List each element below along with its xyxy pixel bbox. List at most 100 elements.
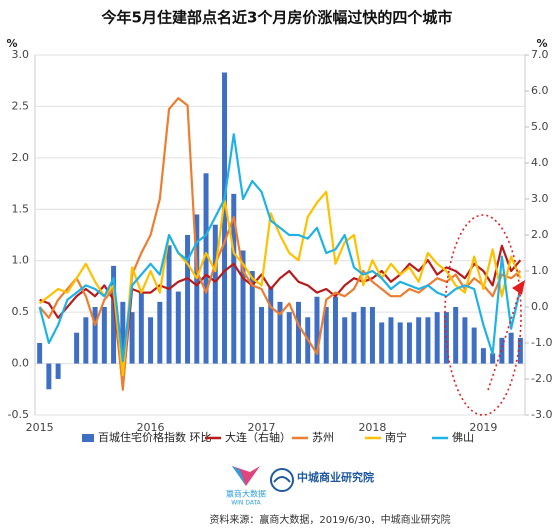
bar	[175, 291, 181, 364]
y-tick-label: 1.5	[12, 202, 30, 215]
bar	[166, 245, 172, 364]
y2-tick-label: -3.0	[531, 408, 552, 421]
bar	[388, 317, 394, 364]
bar	[295, 301, 301, 364]
legend-label: 大连（右轴）	[225, 430, 291, 444]
bar	[517, 337, 523, 364]
bar	[185, 235, 191, 364]
bar	[351, 312, 357, 364]
source-note: 资料来源：赢商大数据，2019/6/30，中城商业研究院	[209, 513, 450, 526]
legend-label: 南宁	[385, 430, 407, 444]
x-tick-label: 2016	[137, 421, 165, 434]
y-tick-label: 1.0	[12, 254, 30, 267]
bar	[379, 322, 385, 364]
y-tick-label: 0.5	[12, 305, 30, 318]
highlight-ellipse	[444, 214, 522, 416]
bar	[101, 307, 107, 364]
y2-tick-label: 6.0	[531, 84, 549, 97]
bar	[277, 301, 283, 364]
bar	[74, 332, 80, 364]
logo-institute: 中城商业研究院	[270, 468, 374, 492]
bar	[37, 343, 43, 364]
bar	[434, 312, 440, 364]
line-series	[38, 133, 522, 363]
x-tick-label: 2019	[469, 421, 497, 434]
bar	[259, 307, 265, 364]
highlight-arrow	[487, 289, 521, 391]
y-tick-label: 2.5	[12, 99, 30, 112]
bar	[249, 271, 255, 364]
bar	[480, 348, 486, 364]
chart-title: 今年5月住建部点名近3个月房价涨幅过快的四个城市	[101, 9, 453, 27]
bar	[240, 250, 246, 364]
bar	[129, 312, 135, 364]
bar	[111, 265, 117, 364]
bar	[462, 317, 468, 364]
bar	[286, 312, 292, 364]
bar	[406, 322, 412, 364]
y2-axis-title: %	[536, 37, 547, 50]
bar	[425, 317, 431, 364]
bar	[203, 173, 209, 364]
legend-label: 百城住宅价格指数 环比	[98, 430, 212, 444]
y-tick-label: 0.0	[12, 357, 30, 370]
y2-tick-label: 2.0	[531, 228, 549, 241]
legend-label: 佛山	[452, 431, 474, 444]
bar	[194, 214, 200, 364]
logo-windata: 赢商大数据 WIN DATA	[226, 466, 266, 507]
bar	[453, 307, 459, 364]
bar	[314, 296, 320, 364]
y2-tick-label: 4.0	[531, 156, 549, 169]
bar	[490, 353, 496, 364]
y-tick-label: 2.0	[12, 151, 30, 164]
y2-tick-label: 5.0	[531, 120, 549, 133]
bar	[231, 193, 237, 364]
bar	[508, 332, 514, 364]
bar	[138, 291, 144, 364]
x-tick-label: 2017	[248, 421, 276, 434]
y-axis-title: %	[6, 37, 17, 50]
legend-label: 苏州	[312, 431, 334, 444]
bar	[360, 307, 366, 364]
bar	[222, 72, 228, 364]
bar	[369, 307, 375, 364]
arrow-head	[512, 280, 525, 295]
y2-tick-label: 3.0	[531, 192, 549, 205]
logo-shape	[270, 468, 294, 492]
bar	[268, 286, 274, 364]
legend-swatch	[82, 434, 94, 442]
line-series	[38, 97, 522, 391]
bar	[148, 317, 154, 364]
bar	[471, 327, 477, 364]
y2-tick-label: 1.0	[531, 264, 549, 277]
bar	[46, 363, 52, 390]
bar	[157, 301, 163, 364]
x-tick-label: 2015	[26, 421, 54, 434]
logo-text: WIN DATA	[231, 500, 261, 507]
bar	[92, 307, 98, 364]
bar	[397, 322, 403, 364]
bar	[342, 317, 348, 364]
y2-tick-label: 7.0	[531, 48, 549, 61]
logo-shape	[273, 476, 291, 483]
bar	[416, 317, 422, 364]
bar	[120, 301, 126, 364]
y2-tick-label: -1.0	[531, 336, 552, 349]
bar	[323, 307, 329, 364]
bar	[443, 312, 449, 364]
x-tick-label: 2018	[358, 421, 386, 434]
y2-tick-label: 0.0	[531, 300, 549, 313]
y-tick-label: -0.5	[8, 408, 29, 421]
line-series	[38, 190, 522, 377]
bar	[212, 224, 218, 364]
logo-shape	[232, 466, 246, 486]
legend: 百城住宅价格指数 环比 大连（右轴） 苏州 南宁 佛山	[82, 430, 474, 444]
logo-text: 中城商业研究院	[297, 470, 374, 484]
plot-area: -0.5 0.0 0.5 1.0 1.5 2.0 2.5 3.0 -3.0 -2.0 -1.0 0.0…	[8, 48, 553, 434]
y-tick-label: 3.0	[12, 48, 30, 61]
bar	[332, 296, 338, 364]
bar	[83, 317, 89, 364]
y2-tick-label: -2.0	[531, 372, 552, 385]
